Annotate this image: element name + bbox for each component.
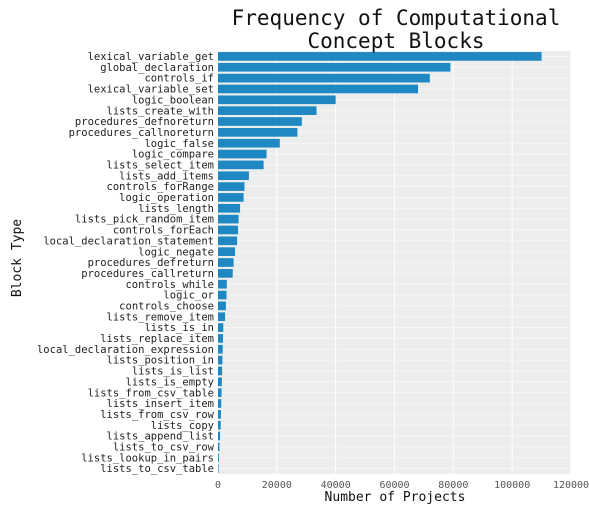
bar (218, 453, 219, 462)
bar (218, 139, 280, 148)
bar (218, 291, 227, 300)
bar (218, 128, 297, 137)
category-labels: lexical_variable_getglobal_declarationco… (37, 51, 215, 475)
bar (218, 312, 225, 321)
bar (218, 443, 219, 452)
x-tick-label: 120000 (553, 480, 589, 491)
bar (218, 334, 223, 343)
bar (218, 367, 222, 376)
bar (218, 269, 233, 278)
bar (218, 356, 222, 365)
bar (218, 171, 249, 180)
bar (218, 258, 234, 267)
category-label: lists_to_csv_table (100, 463, 214, 475)
bar (218, 323, 223, 332)
bar (218, 215, 239, 224)
bar (218, 63, 450, 72)
bar (218, 117, 302, 126)
bar (218, 161, 264, 170)
bar (218, 236, 237, 245)
bar (218, 345, 223, 354)
bar (218, 106, 317, 115)
x-tick-label: 0 (215, 480, 221, 491)
bar (218, 182, 244, 191)
bar (218, 421, 221, 430)
chart-title-line-1: Frequency of Computational (232, 6, 561, 30)
bar (218, 74, 430, 83)
bar (218, 280, 227, 289)
bar (218, 150, 267, 159)
bar (218, 410, 221, 419)
x-tick-label: 20000 (262, 480, 292, 491)
bar (218, 302, 226, 311)
bar (218, 85, 418, 94)
bar (218, 193, 244, 202)
bar (218, 377, 222, 386)
bar (218, 204, 240, 213)
bar (218, 52, 542, 61)
bar (218, 226, 238, 235)
bar (218, 247, 235, 256)
bar (218, 388, 222, 397)
x-axis-title: Number of Projects (325, 490, 466, 505)
y-axis-title: Block Type (10, 219, 25, 297)
bar (218, 432, 220, 441)
bar (218, 95, 336, 104)
bar (218, 399, 221, 408)
chart-title-line-2: Concept Blocks (307, 29, 484, 53)
x-tick-label: 100000 (494, 480, 530, 491)
bar (218, 464, 219, 473)
